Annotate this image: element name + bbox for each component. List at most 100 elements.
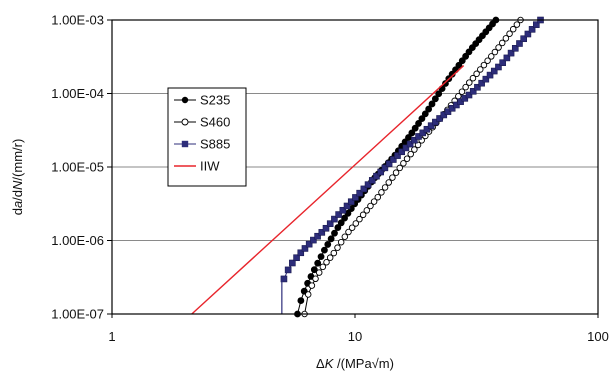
data-point bbox=[461, 95, 469, 102]
data-point bbox=[435, 90, 443, 98]
legend-marker bbox=[181, 118, 189, 126]
legend-item-iiw: IIW bbox=[174, 159, 220, 174]
series-layer bbox=[191, 16, 544, 318]
data-point bbox=[326, 254, 334, 261]
data-point bbox=[458, 57, 466, 65]
legend-box bbox=[167, 87, 247, 187]
legend: S235 S460 S885 IIW bbox=[167, 87, 247, 187]
data-point bbox=[453, 101, 460, 109]
data-point bbox=[367, 202, 374, 210]
data-point bbox=[419, 129, 427, 137]
data-point bbox=[331, 215, 338, 223]
legend-label: S460 bbox=[200, 115, 230, 130]
data-point bbox=[474, 83, 481, 91]
legend-item-s235: S235 bbox=[174, 93, 230, 108]
data-point bbox=[326, 220, 334, 227]
data-point bbox=[482, 75, 490, 83]
data-point bbox=[305, 240, 313, 248]
data-point bbox=[528, 26, 536, 33]
series-iiw bbox=[191, 65, 465, 315]
data-point bbox=[321, 246, 328, 254]
data-point bbox=[533, 21, 540, 28]
data-point bbox=[310, 236, 317, 244]
data-point bbox=[440, 111, 448, 119]
data-point bbox=[334, 224, 342, 231]
data-point bbox=[502, 35, 510, 42]
data-point bbox=[478, 79, 485, 87]
data-point bbox=[484, 57, 491, 65]
data-point bbox=[392, 169, 400, 176]
y-tick-label: 1.00E-06 bbox=[51, 233, 104, 248]
data-point bbox=[462, 83, 469, 91]
data-point bbox=[345, 228, 352, 236]
data-point bbox=[411, 146, 418, 153]
data-point bbox=[488, 53, 495, 60]
legend-marker bbox=[181, 140, 189, 148]
x-tick-label: 10 bbox=[348, 329, 362, 344]
data-point bbox=[398, 148, 406, 156]
data-point bbox=[348, 224, 356, 231]
data-point bbox=[465, 91, 473, 99]
data-point bbox=[310, 266, 318, 274]
plot-frame bbox=[111, 19, 599, 315]
data-point bbox=[436, 115, 443, 122]
data-point bbox=[389, 174, 396, 181]
data-point bbox=[347, 198, 355, 206]
data-point bbox=[315, 269, 323, 276]
data-point bbox=[341, 233, 349, 240]
legend-label: IIW bbox=[200, 159, 220, 174]
data-point bbox=[480, 61, 488, 69]
data-point bbox=[511, 45, 519, 52]
data-point bbox=[394, 152, 401, 159]
data-point bbox=[343, 202, 351, 210]
data-point bbox=[289, 259, 296, 267]
data-point bbox=[406, 140, 414, 148]
data-point bbox=[327, 235, 335, 243]
data-point bbox=[427, 122, 435, 129]
data-point bbox=[448, 104, 456, 112]
data-point bbox=[473, 70, 480, 78]
data-point bbox=[360, 185, 368, 193]
data-point bbox=[455, 61, 463, 69]
data-point bbox=[330, 249, 338, 257]
data-point bbox=[331, 229, 338, 237]
data-point bbox=[458, 88, 466, 95]
x-tick-label: 1 bbox=[108, 329, 115, 344]
data-point bbox=[335, 211, 342, 218]
data-point bbox=[506, 30, 513, 38]
data-point bbox=[442, 80, 449, 87]
data-point bbox=[359, 211, 367, 219]
data-point bbox=[364, 181, 372, 188]
data-point bbox=[284, 266, 292, 274]
data-point bbox=[317, 253, 325, 261]
data-point bbox=[280, 275, 288, 283]
data-point bbox=[322, 224, 330, 232]
data-point bbox=[509, 25, 517, 33]
x-tick-label: 100 bbox=[587, 329, 609, 344]
data-point bbox=[385, 160, 393, 167]
data-point bbox=[462, 52, 470, 60]
data-point bbox=[428, 100, 436, 108]
data-point bbox=[524, 30, 532, 38]
data-point bbox=[415, 133, 422, 140]
y-axis-title: da/dN/(mm/r) bbox=[10, 139, 25, 216]
data-point bbox=[324, 241, 332, 248]
data-point bbox=[469, 74, 477, 82]
data-point bbox=[374, 193, 382, 201]
data-point bbox=[423, 125, 431, 133]
data-point bbox=[431, 95, 439, 103]
data-point bbox=[421, 110, 429, 118]
data-point bbox=[339, 206, 347, 214]
data-point bbox=[389, 156, 397, 163]
data-point bbox=[373, 172, 380, 180]
data-point bbox=[486, 71, 494, 79]
x-axis-title: ΔK /(MPa√m) bbox=[316, 356, 394, 371]
data-point bbox=[319, 263, 327, 271]
data-point bbox=[402, 144, 410, 152]
y-tick-label: 1.00E-07 bbox=[51, 307, 104, 322]
data-point bbox=[293, 254, 300, 262]
data-point bbox=[363, 207, 371, 214]
data-point bbox=[334, 244, 341, 251]
data-point bbox=[516, 40, 523, 47]
